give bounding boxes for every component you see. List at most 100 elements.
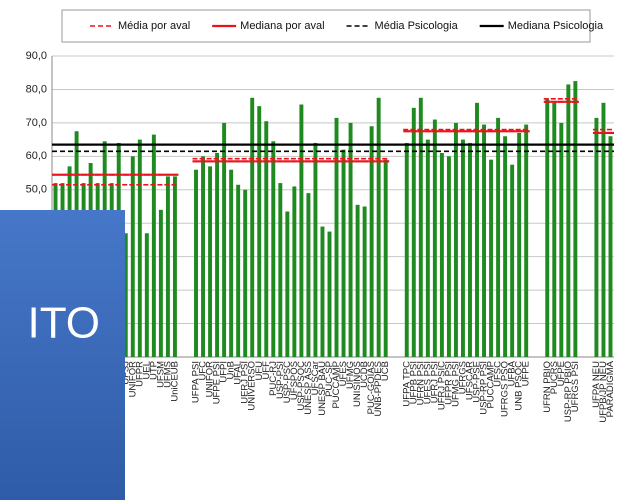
bar [144, 233, 149, 357]
bar [545, 99, 550, 357]
x-tick-label: PUCCAMP [486, 361, 497, 409]
bar [327, 231, 332, 357]
x-tick-label: USP-RP PBIO [563, 361, 574, 422]
bar [299, 104, 304, 357]
bar [151, 134, 156, 357]
bar [608, 136, 613, 357]
x-tick-label: UFPE PSI [212, 361, 223, 404]
bar [510, 164, 515, 357]
bar [404, 142, 409, 357]
bar [306, 193, 311, 357]
x-tick-label: UNB PSOC [514, 361, 525, 411]
bar [573, 81, 578, 357]
bar [201, 156, 206, 357]
x-tick-label: UFU [254, 361, 265, 381]
x-tick-label: UFSCAR [465, 361, 476, 400]
x-tick-label: PUC-GOIÁS [366, 361, 377, 414]
x-tick-label: UFPI [219, 361, 230, 383]
bar [355, 204, 360, 357]
overlay-box [0, 210, 125, 500]
y-tick-label: 80,0 [26, 83, 47, 95]
x-tick-label: PUCCAMP [331, 361, 342, 409]
y-tick-label: 50,0 [26, 184, 47, 196]
legend: Média por aval Mediana por aval Média Psic… [90, 20, 604, 32]
bar [271, 141, 276, 357]
x-tick-label: UFSPOS [289, 361, 300, 400]
x-tick-label: UniCEUB [169, 361, 180, 402]
bar [496, 117, 501, 357]
bar [468, 142, 472, 357]
x-tick-label: UFRN PBIO [542, 361, 553, 413]
bar [208, 166, 213, 357]
x-tick-label: UFRN PSI [415, 361, 426, 405]
bar [475, 102, 479, 357]
x-tick-label: UNISINOS [352, 361, 363, 407]
bar [446, 156, 451, 357]
x-tick-label: UFF [261, 361, 272, 380]
x-tick-label: USP-RP PSI [479, 361, 490, 415]
x-tick-label: UNIFOR [127, 361, 138, 398]
bar [517, 132, 522, 357]
x-tick-label: UFPB/JP NEU [598, 361, 609, 423]
bar [552, 102, 557, 357]
x-tick-label: UFPA TPC [401, 361, 412, 407]
legend-label: Mediana Psicologia [508, 20, 604, 32]
bar [229, 169, 234, 357]
bar [236, 184, 241, 357]
x-tick-label: UFRGS PSI [570, 361, 581, 412]
bar [165, 176, 170, 357]
overlay-text: ITO [27, 299, 100, 348]
bar [411, 107, 416, 357]
bar [369, 126, 374, 357]
bar [264, 121, 269, 357]
legend-label: Média Psicologia [375, 20, 459, 32]
x-tick-label: USP-PSE [472, 361, 483, 403]
x-tick-label: UFMG PSI [450, 361, 461, 407]
bar [313, 142, 318, 357]
x-tick-label: UFPA PSI [191, 361, 202, 403]
y-tick-label: 60,0 [26, 150, 47, 162]
bar [341, 149, 346, 357]
x-tick-label: UERJ PSI [240, 361, 251, 404]
bar [482, 124, 487, 357]
x-tick-label: PUCRS [549, 361, 560, 394]
x-tick-label: USP-PSC [282, 361, 293, 403]
x-tick-label: UNESP BAU [317, 361, 328, 416]
x-tick-label: UFAL [233, 361, 244, 385]
x-tick-label: UFBA [507, 360, 518, 386]
x-tick-label: UTP [148, 361, 159, 380]
x-tick-label: UFPR PSI [443, 361, 454, 405]
bar [172, 176, 177, 357]
bar [285, 211, 290, 357]
bar [376, 97, 381, 358]
bar [566, 84, 571, 357]
bar [418, 97, 423, 358]
x-tick-label: UnB [226, 361, 237, 379]
x-tick-label: UFRGS [457, 361, 468, 394]
bar [278, 183, 283, 357]
x-tick-label: USP-PSI [275, 361, 286, 399]
legend-label: Média por aval [118, 20, 190, 32]
bar [222, 122, 227, 357]
x-tick-label: UFPE [521, 361, 532, 386]
x-tick-label: UCDB [359, 361, 370, 388]
bar [257, 106, 262, 358]
bar [215, 152, 220, 357]
x-tick-label: UFPB PSI [408, 361, 419, 404]
legend-label: Mediana por aval [240, 20, 324, 32]
x-tick-label: UFPR [134, 361, 145, 387]
x-tick-label: UFPA NEU [591, 361, 602, 408]
x-tick-label: UFRJ PSI [429, 361, 440, 403]
bar [362, 206, 367, 357]
x-tick-label: UNIVERSO [247, 361, 258, 411]
x-tick-label: UNB-PPDES [373, 361, 384, 416]
bar [292, 186, 297, 357]
x-tick-label: PARADIGMA [605, 360, 616, 417]
bar [194, 169, 198, 357]
bar [348, 122, 353, 357]
bar [601, 102, 606, 357]
x-tick-label: UFPE [556, 361, 567, 386]
x-tick-label: UFMS [162, 361, 173, 388]
bar [524, 124, 529, 357]
x-tick-label: UFSC [493, 361, 504, 387]
